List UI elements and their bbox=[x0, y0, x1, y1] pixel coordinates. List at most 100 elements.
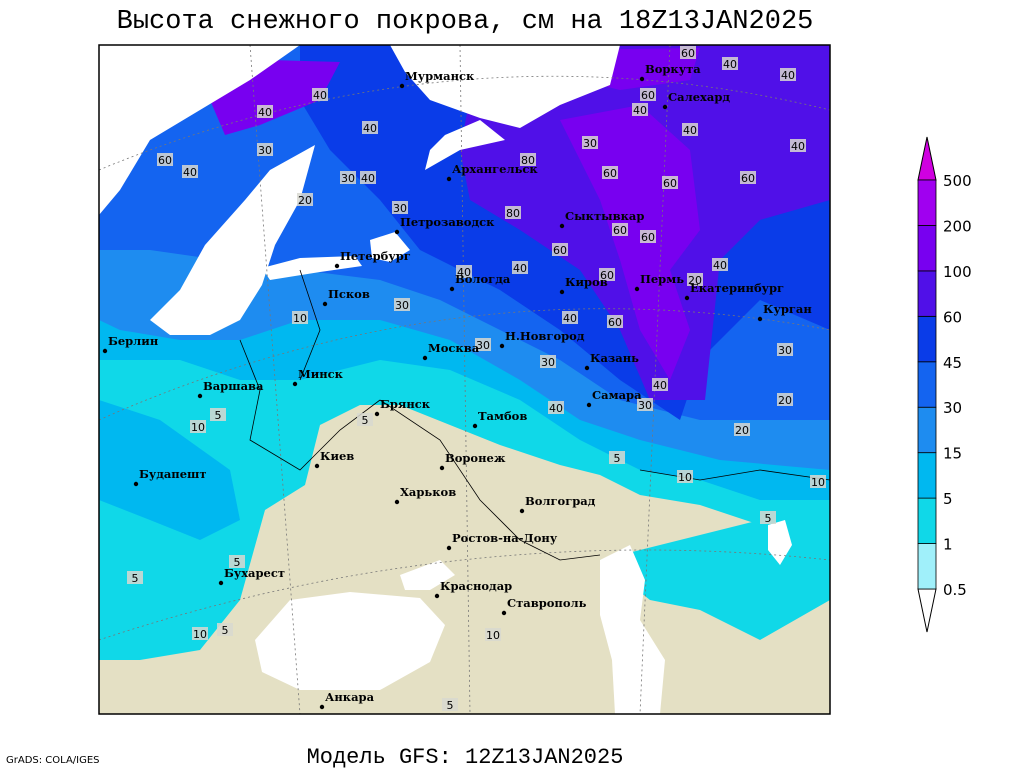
city-dot bbox=[559, 223, 565, 229]
city-dot bbox=[314, 463, 320, 469]
city-dot bbox=[449, 286, 455, 292]
contour-label-box bbox=[640, 230, 656, 243]
contour-label-box bbox=[292, 311, 308, 324]
contour-label-box bbox=[505, 206, 521, 219]
contour-label-text: 30 bbox=[341, 172, 355, 185]
contour-label: 40 bbox=[257, 105, 273, 119]
contour-label: 5 bbox=[357, 413, 373, 427]
contour-label-text: 10 bbox=[191, 421, 205, 434]
colorbar-high bbox=[917, 136, 937, 181]
snow-200 bbox=[560, 105, 700, 380]
contour-label: 10 bbox=[190, 420, 206, 434]
city-dot bbox=[519, 508, 525, 514]
colorbar-label: 0.5 bbox=[943, 581, 967, 599]
city-label: Пермь bbox=[640, 272, 684, 286]
contour-label-text: 40 bbox=[258, 106, 272, 119]
contour-label: 30 bbox=[777, 343, 793, 357]
city-dot bbox=[422, 355, 428, 361]
contour-label-text: 5 bbox=[362, 414, 369, 427]
city-label: Сыктывкар bbox=[565, 209, 644, 223]
contour-label-text: 30 bbox=[638, 399, 652, 412]
contour-label: 30 bbox=[340, 171, 356, 185]
city-label: Вологда bbox=[455, 272, 511, 286]
contour-label-box bbox=[680, 46, 696, 59]
city-dot bbox=[684, 295, 690, 301]
contour-label-box bbox=[340, 171, 356, 184]
contour-label-text: 30 bbox=[395, 299, 409, 312]
contour-label-box bbox=[562, 311, 578, 324]
city-dot bbox=[394, 499, 400, 505]
city-label: Воронеж bbox=[445, 451, 506, 465]
parallel bbox=[99, 308, 830, 421]
contour-label: 40 bbox=[790, 139, 806, 153]
city-dot bbox=[499, 343, 505, 349]
city-dot bbox=[634, 286, 640, 292]
contour-label-text: 20 bbox=[735, 424, 749, 437]
contour-label-text: 20 bbox=[298, 194, 312, 207]
contour-label: 40 bbox=[456, 265, 472, 279]
city-dot bbox=[292, 381, 298, 387]
contour-label-box bbox=[394, 298, 410, 311]
contour-label: 40 bbox=[722, 57, 738, 71]
colorbar-low bbox=[917, 588, 937, 633]
contour-label-text: 40 bbox=[457, 266, 471, 279]
city-label: Тамбов bbox=[478, 409, 527, 423]
title: Высота снежного покрова, см на 18Z13JAN2… bbox=[117, 7, 814, 37]
contour-label-text: 40 bbox=[513, 262, 527, 275]
contour-label-box bbox=[662, 176, 678, 189]
city-dot bbox=[394, 229, 400, 235]
contour-label: 60 bbox=[640, 88, 656, 102]
colorbar-box bbox=[917, 406, 937, 454]
contour-label-text: 5 bbox=[234, 556, 241, 569]
contour-label-text: 60 bbox=[603, 167, 617, 180]
contour-label-box bbox=[192, 627, 208, 640]
city-dot bbox=[639, 76, 645, 82]
contour-label: 20 bbox=[777, 393, 793, 407]
city-label: Петербург bbox=[340, 249, 411, 263]
contour-label-box bbox=[257, 105, 273, 118]
model-run: Модель GFS: 12Z13JAN2025 bbox=[307, 745, 624, 768]
contour-label-box bbox=[182, 165, 198, 178]
city-dot bbox=[319, 704, 325, 710]
meridian bbox=[639, 45, 671, 714]
contour-label: 60 bbox=[552, 243, 568, 257]
city-label: Варшава bbox=[203, 379, 264, 393]
city-dot bbox=[439, 465, 445, 471]
contour-label: 60 bbox=[612, 223, 628, 237]
contour-label-box bbox=[512, 261, 528, 274]
contour-label: 20 bbox=[687, 273, 703, 287]
contour-label-box bbox=[475, 338, 491, 351]
contour-label-box bbox=[540, 355, 556, 368]
contour-label-text: 30 bbox=[541, 356, 555, 369]
contour-label-box bbox=[548, 401, 564, 414]
city-label: Анкара bbox=[325, 690, 375, 704]
city-dot bbox=[559, 289, 565, 295]
colorbar-label: 15 bbox=[943, 445, 962, 463]
contour-label: 40 bbox=[362, 121, 378, 135]
contour-label-box bbox=[312, 88, 328, 101]
contour-label-box bbox=[687, 273, 703, 286]
caspian-sea bbox=[600, 545, 665, 714]
contour-label-box bbox=[297, 193, 313, 206]
contour-label: 10 bbox=[810, 475, 826, 489]
contour-label: 30 bbox=[392, 201, 408, 215]
city-dot bbox=[434, 593, 440, 599]
city-dot bbox=[586, 402, 592, 408]
contour-label-box bbox=[599, 268, 615, 281]
contour-label-box bbox=[456, 265, 472, 278]
colorbar-box bbox=[917, 497, 937, 544]
contour-label: 80 bbox=[505, 206, 521, 220]
city-label: Москва bbox=[428, 341, 480, 355]
city-label: Краснодар bbox=[440, 579, 512, 593]
contour-label-box bbox=[740, 171, 756, 184]
contour-label: 20 bbox=[734, 423, 750, 437]
city-label: Самара bbox=[592, 388, 642, 402]
city-label: Курган bbox=[763, 302, 812, 316]
contour-label-text: 30 bbox=[476, 339, 490, 352]
contour-label: 60 bbox=[680, 46, 696, 60]
city-dot bbox=[584, 365, 590, 371]
meridian bbox=[249, 45, 301, 714]
city-label: Бухарест bbox=[224, 566, 285, 580]
contour-label: 10 bbox=[485, 628, 501, 642]
